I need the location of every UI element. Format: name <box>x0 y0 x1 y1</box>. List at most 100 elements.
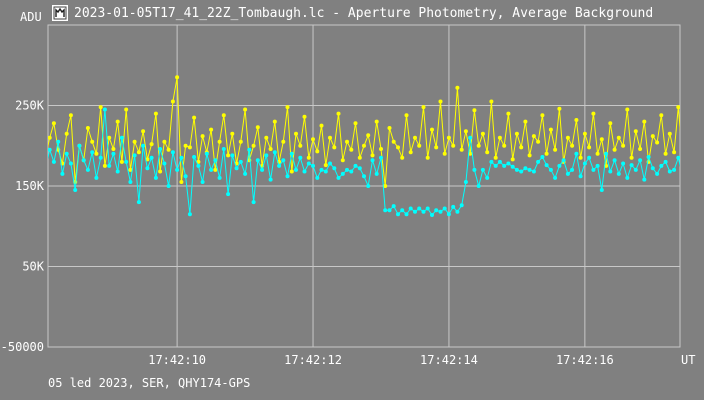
data-point <box>540 155 545 159</box>
x-tick-label: 17:42:14 <box>420 353 478 367</box>
data-point <box>311 163 315 168</box>
data-point <box>608 121 613 126</box>
data-point <box>221 113 226 118</box>
series-cyan <box>39 107 689 217</box>
data-point <box>383 184 388 188</box>
data-point <box>183 143 188 148</box>
data-point <box>599 137 604 142</box>
data-point <box>209 127 214 132</box>
data-point <box>362 143 366 148</box>
data-point <box>298 155 303 160</box>
data-point <box>459 203 464 208</box>
data-point <box>213 158 218 163</box>
data-point <box>591 167 596 172</box>
data-point <box>90 150 95 155</box>
data-point <box>260 167 265 172</box>
y-tick-label: 50K <box>22 260 44 274</box>
data-point <box>510 164 515 169</box>
data-point <box>200 134 205 139</box>
data-point <box>383 208 388 213</box>
data-point <box>153 175 158 180</box>
data-point <box>238 159 243 164</box>
data-point <box>557 106 562 111</box>
data-point <box>170 150 175 155</box>
data-point <box>64 151 69 156</box>
data-point <box>340 158 345 163</box>
data-point <box>48 147 52 152</box>
tick-labels: -50000 50K 150K 250K 17:42:10 17:42:12 17:42:1… <box>1 99 614 368</box>
data-point <box>285 105 290 110</box>
x-axis-unit-label: UT <box>681 353 696 367</box>
data-point <box>162 139 167 144</box>
data-point <box>497 159 502 164</box>
data-point <box>136 150 141 155</box>
data-point <box>599 188 604 192</box>
data-point <box>247 147 252 152</box>
chart-title: 2023-01-05T17_41_22Z_Tombaugh.lc - Apert… <box>74 5 654 21</box>
data-point <box>166 147 171 152</box>
data-point <box>370 153 375 158</box>
data-point <box>455 85 460 90</box>
data-point <box>685 163 689 167</box>
data-point <box>340 171 345 176</box>
data-point <box>141 129 146 134</box>
x-tick-label: 17:42:10 <box>148 353 206 367</box>
data-point <box>48 135 52 140</box>
data-point <box>221 147 226 151</box>
data-point <box>646 155 651 159</box>
data-point <box>294 167 298 172</box>
data-point <box>650 166 655 171</box>
data-point <box>672 167 677 172</box>
data-point <box>681 174 685 178</box>
data-point <box>289 151 294 156</box>
data-point <box>616 135 621 140</box>
data-point <box>672 150 677 155</box>
data-point <box>234 166 239 171</box>
data-point <box>94 151 99 156</box>
data-point <box>374 171 379 176</box>
data-point <box>451 143 456 148</box>
data-point <box>408 206 413 211</box>
data-point <box>39 156 43 160</box>
data-point <box>417 143 422 148</box>
y-tick-label: 250K <box>15 99 45 113</box>
data-point <box>192 115 197 120</box>
data-point <box>81 158 86 163</box>
data-point <box>434 208 439 213</box>
axes <box>47 24 681 348</box>
data-point <box>681 155 685 159</box>
data-point <box>119 159 124 164</box>
data-point <box>408 150 413 155</box>
data-point <box>243 107 248 112</box>
app-logo-icon <box>52 5 68 21</box>
data-point <box>277 163 282 168</box>
data-point <box>289 169 294 174</box>
data-point <box>162 161 167 166</box>
data-point <box>353 163 358 168</box>
data-point <box>268 177 273 182</box>
data-point <box>209 167 214 172</box>
data-point <box>570 167 575 172</box>
data-point <box>315 175 320 180</box>
data-point <box>685 136 689 140</box>
data-point <box>400 155 405 160</box>
data-point <box>391 139 396 144</box>
data-point <box>604 151 609 156</box>
data-point <box>124 159 129 164</box>
data-point <box>519 169 524 174</box>
data-point <box>158 169 163 174</box>
data-point <box>44 156 48 160</box>
data-point <box>243 171 248 176</box>
data-point <box>510 157 515 162</box>
data-point <box>621 143 626 148</box>
data-point <box>480 167 485 172</box>
data-point <box>272 150 277 155</box>
data-point <box>621 161 626 166</box>
data-point <box>115 169 120 174</box>
plot-frame <box>47 24 681 348</box>
data-point <box>294 131 298 136</box>
data-point <box>455 209 460 214</box>
data-point <box>582 131 587 136</box>
data-point <box>285 174 290 179</box>
data-point <box>77 143 82 148</box>
